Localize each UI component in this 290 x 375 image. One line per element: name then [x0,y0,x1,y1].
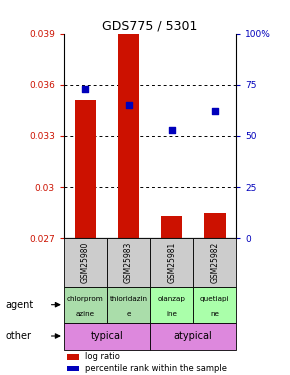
Text: atypical: atypical [174,331,213,341]
Text: GSM25982: GSM25982 [210,242,219,283]
Text: GSM25981: GSM25981 [167,242,176,283]
Point [126,102,131,108]
Bar [67,366,79,371]
Text: ne: ne [210,310,219,316]
Text: e: e [126,310,131,316]
Text: olanzap: olanzap [158,296,186,302]
Bar [118,34,139,238]
Bar [107,238,150,287]
Bar [161,216,182,238]
Text: agent: agent [6,300,34,310]
Bar [193,238,236,287]
Text: log ratio: log ratio [84,352,119,362]
Text: chlorprom: chlorprom [67,296,104,302]
Bar [64,287,107,322]
Bar [150,287,193,322]
Bar [204,213,226,238]
Point [169,127,174,133]
Bar [193,287,236,322]
Bar [64,238,107,287]
Text: percentile rank within the sample: percentile rank within the sample [84,364,226,373]
Text: thioridazin: thioridazin [110,296,148,302]
Text: typical: typical [90,331,123,341]
Bar [75,100,96,238]
Bar [107,287,150,322]
Text: GSM25980: GSM25980 [81,242,90,283]
Title: GDS775 / 5301: GDS775 / 5301 [102,20,198,33]
Point [213,108,217,114]
Bar [150,238,193,287]
Text: GSM25983: GSM25983 [124,242,133,283]
Point [83,86,88,92]
Text: quetiapi: quetiapi [200,296,230,302]
Text: other: other [6,331,32,341]
Bar [150,322,236,350]
Bar [67,354,79,360]
Text: ine: ine [166,310,177,316]
Bar [64,322,150,350]
Text: azine: azine [76,310,95,316]
